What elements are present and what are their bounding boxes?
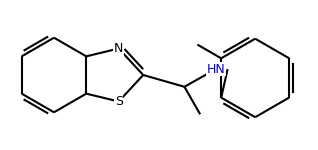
Text: HN: HN <box>206 63 225 76</box>
Text: S: S <box>115 95 123 108</box>
Text: N: N <box>114 42 123 55</box>
